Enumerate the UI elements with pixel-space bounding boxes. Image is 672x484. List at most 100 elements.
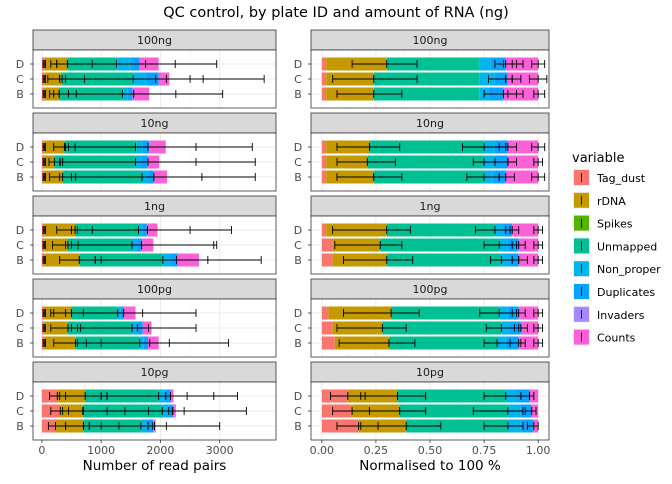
facet-strip-label: 100ng (413, 34, 448, 47)
bar-segment-counts (518, 306, 539, 320)
legend-label: Duplicates (597, 286, 655, 299)
bar-segment-tag_dust (321, 306, 329, 320)
panel-border (310, 298, 550, 358)
panel-border (310, 49, 550, 109)
y-tick-label: D (16, 58, 24, 71)
legend-label: Counts (597, 332, 636, 345)
panel-border (32, 132, 277, 192)
y-tick-label: C (294, 239, 302, 252)
bar-segment-non_proper (479, 72, 495, 86)
y-tick-label: D (294, 390, 302, 403)
bar-segment-unmapped (397, 389, 506, 403)
x-tick-label: 1.00 (526, 444, 551, 457)
facet-strip-label: 10ng (416, 117, 444, 130)
panel-border (310, 132, 550, 192)
y-tick-label: B (294, 88, 302, 101)
bar-segment-unmapped (373, 87, 480, 101)
bar-segment-tag_dust (321, 155, 327, 169)
x-tick-label: 0.25 (364, 444, 389, 457)
y-tick-label: B (294, 254, 302, 267)
bar-segment-tag_dust (321, 253, 333, 267)
y-tick-label: D (294, 307, 302, 320)
legend-label: Spikes (597, 218, 633, 231)
bar-segment-unmapped (373, 170, 485, 184)
bar-segment-unmapped (386, 57, 480, 71)
legend-label: Non_proper (597, 263, 661, 276)
facet-strip-label: 100pg (413, 283, 448, 296)
y-tick-label: C (16, 73, 24, 86)
bar-segment-non_proper (479, 57, 491, 71)
bar-segment-counts (507, 155, 539, 169)
y-tick-label: C (16, 405, 24, 418)
x-tick-label: 3000 (206, 444, 234, 457)
bar-segment-unmapped (388, 336, 498, 350)
facet-strip-label: 10pg (416, 366, 444, 379)
x-axis-label: Normalised to 100 % (359, 458, 501, 474)
bar-segment-counts (507, 72, 539, 86)
facet-strip-label: 1ng (144, 200, 165, 213)
x-axis-label: Number of read pairs (83, 458, 227, 474)
bar-segment-unmapped (399, 404, 508, 418)
y-tick-label: D (16, 390, 24, 403)
legend: variable Tag_dust rDNA Spikes Unmapped Non_p… (572, 151, 661, 346)
y-tick-label: B (16, 337, 24, 350)
y-tick-label: D (16, 307, 24, 320)
bar-segment-unmapped (386, 253, 502, 267)
bar-segment-unmapped (380, 238, 500, 252)
y-tick-label: D (16, 141, 24, 154)
legend-title: variable (572, 151, 624, 166)
x-tick-label: 0.75 (472, 444, 497, 457)
y-tick-label: B (16, 171, 24, 184)
panel-border (32, 49, 277, 109)
panel-border (310, 215, 550, 275)
facet-strip-label: 10pg (141, 366, 169, 379)
facet-strip-label: 100ng (137, 34, 172, 47)
y-tick-label: C (16, 322, 24, 335)
bar-segment-tag_dust (321, 238, 333, 252)
y-tick-label: B (294, 420, 302, 433)
legend-label: Unmapped (597, 240, 657, 253)
bar-segment-counts (505, 170, 539, 184)
bar-segment-tag_dust (321, 336, 335, 350)
bar-segment-counts (507, 140, 539, 154)
panel-border (32, 215, 277, 275)
panel-border (32, 381, 277, 441)
y-tick-label: B (16, 254, 24, 267)
y-tick-label: D (294, 141, 302, 154)
y-tick-label: D (16, 224, 24, 237)
y-tick-label: D (294, 58, 302, 71)
y-tick-label: B (294, 337, 302, 350)
y-tick-label: C (294, 73, 302, 86)
bar-segment-unmapped (382, 321, 502, 335)
x-tick-label: 0 (38, 444, 45, 457)
bar-segment-unmapped (391, 306, 500, 320)
y-tick-label: B (16, 88, 24, 101)
bar-segment-counts (518, 253, 539, 267)
facet-strip-label: 100pg (137, 283, 172, 296)
y-tick-label: C (16, 156, 24, 169)
bar-segment-tag_dust (321, 87, 327, 101)
y-tick-label: C (294, 322, 302, 335)
bar-segment-unmapped (369, 140, 485, 154)
bar-segment-tag_dust (321, 140, 327, 154)
bar-segment-tag_dust (321, 72, 327, 86)
x-tick-label: 1000 (87, 444, 115, 457)
bar-segment-tag_dust (321, 57, 327, 71)
x-tick-label: 0.00 (310, 444, 335, 457)
bar-segment-unmapped (386, 223, 495, 237)
y-tick-label: C (16, 239, 24, 252)
bar-segment-unmapped (367, 155, 485, 169)
bar-segment-counts (518, 336, 539, 350)
panel-border (32, 298, 277, 358)
x-tick-label: 0.50 (418, 444, 443, 457)
y-tick-label: D (294, 224, 302, 237)
y-tick-label: C (294, 405, 302, 418)
y-tick-label: C (294, 156, 302, 169)
legend-label: Invaders (597, 309, 645, 322)
facet-strip-label: 1ng (420, 200, 441, 213)
facet-strip-label: 10ng (141, 117, 169, 130)
legend-label: Tag_dust (596, 172, 646, 185)
